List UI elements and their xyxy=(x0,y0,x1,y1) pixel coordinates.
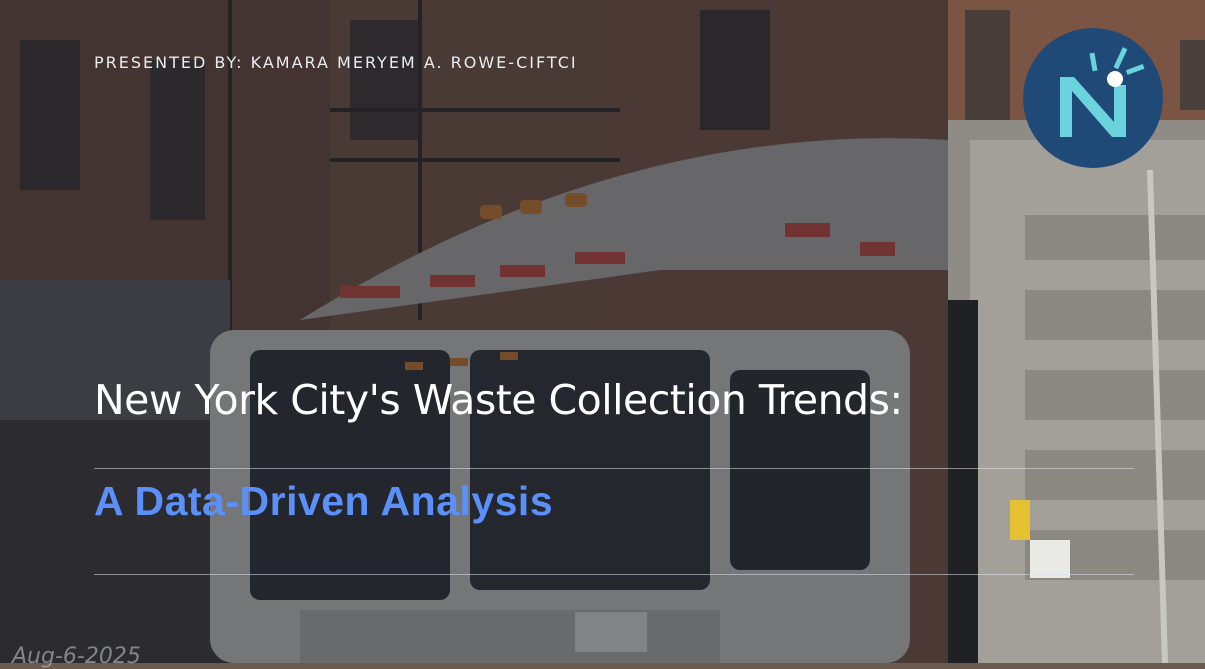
title-divider-bottom xyxy=(94,574,1134,575)
title-divider-top xyxy=(94,468,1134,469)
slide-title: New York City's Waste Collection Trends: xyxy=(94,376,903,424)
dark-overlay-panel xyxy=(0,0,948,663)
presenter-credit: PRESENTED BY: KAMARA MERYEM A. ROWE-CIFT… xyxy=(94,53,578,72)
n-clock-logo-icon xyxy=(1023,28,1163,168)
slide-subtitle: A Data-Driven Analysis xyxy=(94,478,554,524)
slide-date: Aug-6-2025 xyxy=(12,644,141,669)
